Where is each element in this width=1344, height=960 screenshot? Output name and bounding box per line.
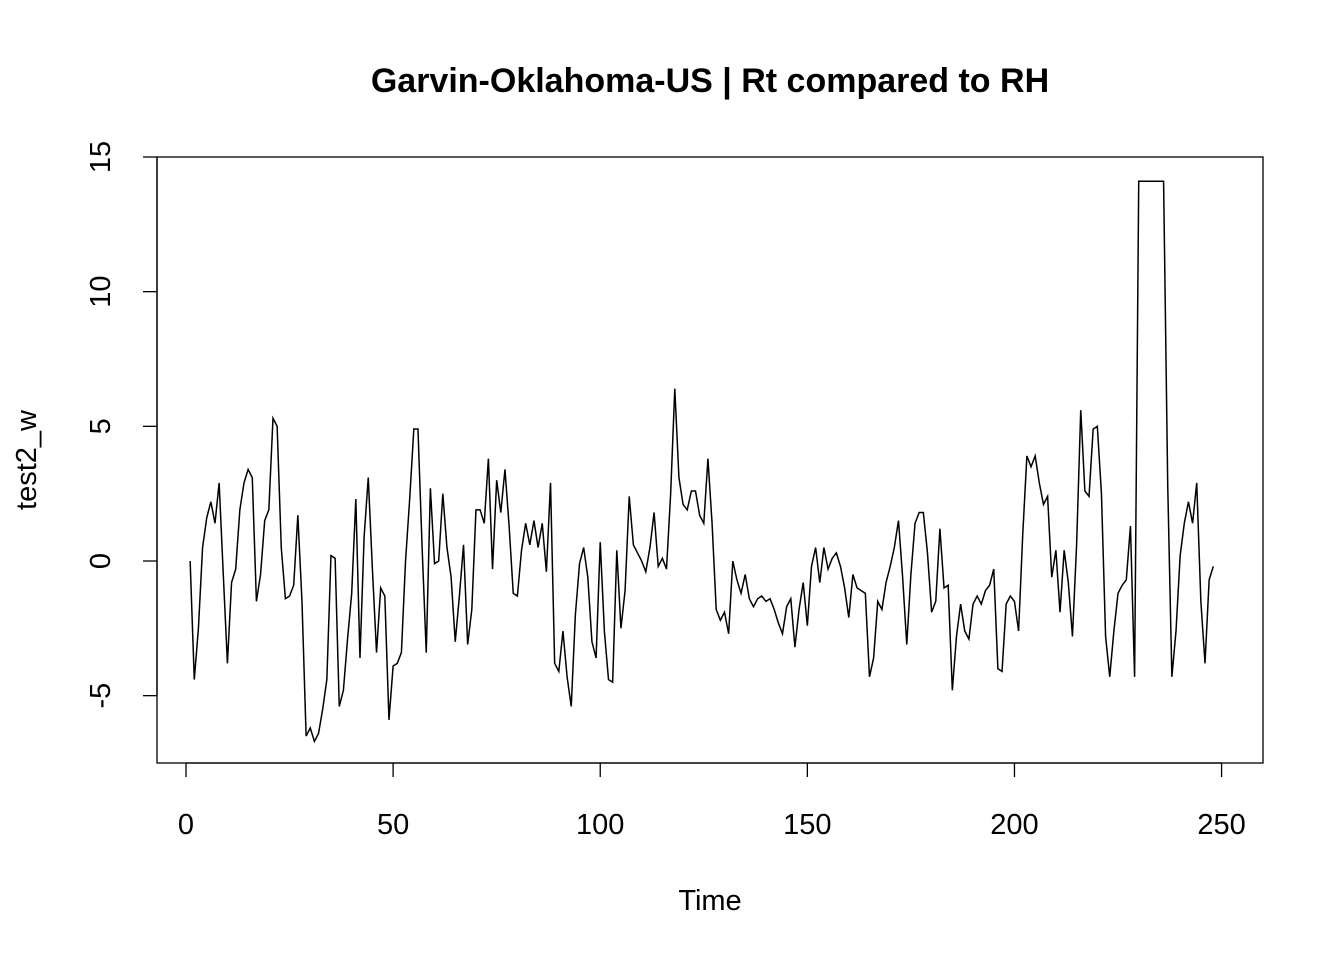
y-tick-label: 15	[85, 141, 117, 173]
series-line-1	[189, 180, 1215, 744]
chart-title: Garvin-Oklahoma-US | Rt compared to RH	[371, 62, 1049, 100]
x-tick-label: 150	[783, 809, 831, 841]
y-tick-label: 0	[85, 553, 117, 569]
y-tick-label: 5	[85, 418, 117, 434]
x-tick-label: 100	[576, 809, 624, 841]
x-axis: 0 50 100 150 200 250	[178, 762, 1246, 841]
series-layer	[189, 180, 1215, 744]
y-axis-label: test2_w	[11, 409, 43, 510]
y-axis: -5 0 5 10 15	[85, 141, 158, 709]
x-axis-label: Time	[678, 885, 741, 917]
x-tick-label: 200	[990, 809, 1038, 841]
plot-area	[156, 156, 1264, 764]
x-tick-label: 50	[377, 809, 409, 841]
x-tick-label: 250	[1197, 809, 1245, 841]
y-tick-label: -5	[85, 683, 117, 709]
y-tick-label: 10	[85, 276, 117, 308]
x-tick-label: 0	[178, 809, 194, 841]
